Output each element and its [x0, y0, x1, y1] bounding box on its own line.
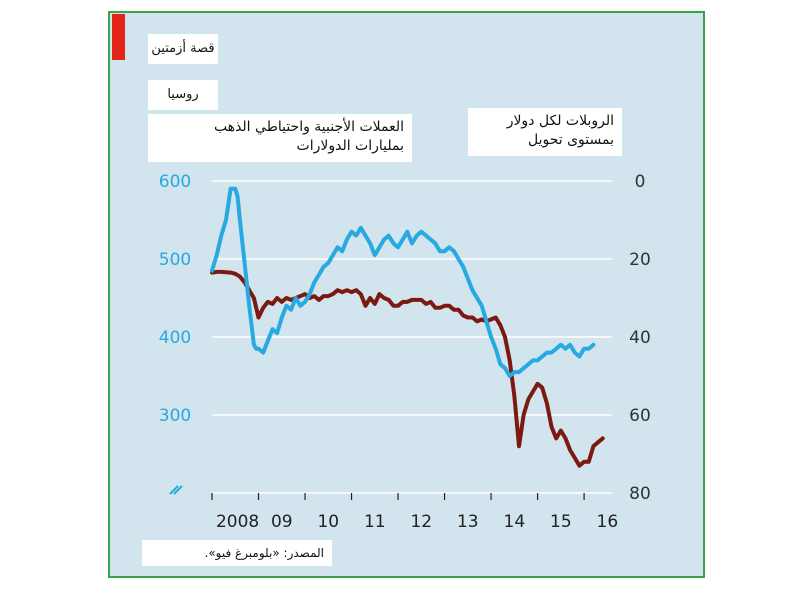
reserves-label-line2: بمليارات الدولارات: [296, 137, 404, 154]
reserves-label-line1: العملات الأجنبية واحتياطي الذهب: [213, 119, 404, 135]
chart-subtitle: روسيا: [148, 80, 218, 110]
left-axis-tick-label: 300: [159, 406, 191, 426]
x-tick-label: 10: [317, 512, 339, 532]
x-tick-label: 15: [550, 512, 572, 532]
left-axis-tick-label: 400: [159, 328, 191, 348]
chart-title: قصة أزمتين: [148, 34, 218, 64]
axis-break-icon: [169, 485, 183, 495]
x-tick-label: 13: [457, 512, 479, 532]
rouble-label-line1: الروبلات لكل دولار: [506, 113, 614, 129]
left-axis-tick-label: 600: [159, 172, 191, 192]
x-tick-label: 11: [364, 512, 386, 532]
right-axis-tick-label: 0: [635, 172, 646, 192]
rouble-series-label: الروبلات لكل دولار بمستوى تحويل: [468, 108, 622, 156]
x-tick-label: 14: [504, 512, 526, 532]
reserves-series-line: [210, 186, 596, 378]
right-axis-tick-label: 40: [629, 328, 651, 348]
left-axis-tick-label: 500: [159, 250, 191, 270]
rouble-series-line: [210, 269, 605, 468]
right-axis-tick-label: 80: [629, 484, 651, 504]
source-note: المصدر: «بلومبرغ فيو».: [142, 540, 332, 566]
x-tick-label: 16: [597, 512, 619, 532]
right-axis-tick-label: 20: [629, 250, 651, 270]
x-tick-label: 09: [271, 512, 293, 532]
right-axis-tick-label: 60: [629, 406, 651, 426]
x-tick-label: 2008: [216, 512, 259, 532]
x-tick-label: 12: [410, 512, 432, 532]
reserves-series-label: العملات الأجنبية واحتياطي الذهب بمليارات…: [148, 114, 412, 162]
rouble-label-line2: بمستوى تحويل: [527, 131, 614, 148]
red-accent-tag: [112, 14, 125, 60]
